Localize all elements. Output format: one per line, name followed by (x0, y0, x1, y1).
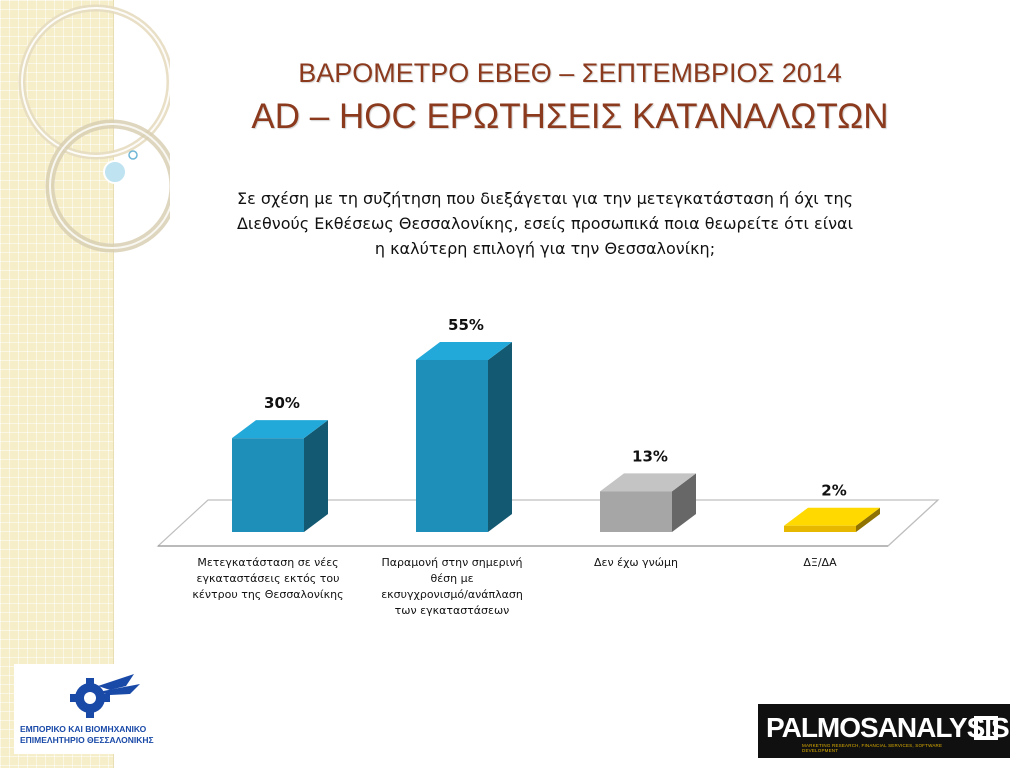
chamber-name-line: ΕΠΙΜΕΛΗΤΗΡΙΟ ΘΕΣΣΑΛΟΝΙΚΗΣ (20, 735, 154, 745)
bubble-icon (103, 160, 127, 184)
chamber-logo: ΕΜΠΟΡΙΚΟ ΚΑΙ ΒΙΟΜΗΧΑΝΙΚΟ ΕΠΙΜΕΛΗΤΗΡΙΟ ΘΕ… (14, 664, 166, 754)
bar-top-face (232, 420, 328, 439)
category-label-line: θέση με (430, 572, 474, 585)
category-label-line: εκσυγχρονισμό/ανάπλαση (381, 588, 523, 601)
chamber-emblem-icon (70, 674, 140, 718)
bar-top-face (600, 473, 696, 492)
bar-side-face (672, 473, 696, 532)
category-label: Παραμονή στην σημερινή θέση με εκσυγχρονισ… (362, 555, 542, 619)
data-label: 55% (448, 316, 484, 334)
brand-tagline: MARKETING RESEARCH, FINANCIAL SERVICES, … (802, 743, 943, 753)
category-label-line: ΔΞ/ΔΑ (803, 556, 837, 569)
category-label-line: των εγκαταστάσεων (394, 604, 510, 617)
chart-bar (600, 473, 696, 532)
slide-title: ΒΑΡΟΜΕΤΡΟ ΕΒΕΘ – ΣΕΠΤΕΜΒΡΙΟΣ 2014 (298, 58, 842, 88)
chart-bar (784, 507, 880, 532)
chart-bar (416, 342, 512, 532)
category-label-line: Παραμονή στην σημερινή (381, 556, 523, 569)
bar-front-face (232, 438, 304, 532)
category-label: Δεν έχω γνώμη (546, 555, 726, 571)
question-line: Διεθνούς Εκθέσεως Θεσσαλονίκης, εσείς πρ… (236, 214, 854, 233)
survey-question: Σε σχέση με τη συζήτηση που διεξάγεται γ… (150, 186, 940, 261)
palmos-analysis-logo: PALMOSANALYSIS MARKETING RESEARCH, FINAN… (758, 704, 1010, 758)
category-label-line: κέντρου της Θεσσαλονίκης (192, 588, 344, 601)
brand-name: PALMOSANALYSIS (766, 712, 1010, 743)
bar-top-face (416, 342, 512, 360)
brand-square-icon (974, 716, 998, 740)
category-label-line: Δεν έχω γνώμη (594, 556, 678, 569)
category-label: ΔΞ/ΔΑ (730, 555, 910, 571)
category-label: Μετεγκατάσταση σε νέες εγκαταστάσεις εκτό… (178, 555, 358, 603)
bar-front-face (416, 360, 488, 532)
decorative-circles (18, 4, 170, 253)
category-label-line: εγκαταστάσεις εκτός του (196, 572, 340, 585)
data-label: 2% (821, 482, 846, 500)
bar-side-face (488, 342, 512, 532)
chamber-name: ΕΜΠΟΡΙΚΟ ΚΑΙ ΒΙΟΜΗΧΑΝΙΚΟ ΕΠΙΜΕΛΗΤΗΡΙΟ ΘΕ… (20, 724, 168, 746)
bar-front-face (600, 491, 672, 532)
chart-bar (232, 420, 328, 532)
chart-floor-side (887, 499, 939, 547)
bar-top-face (784, 507, 880, 526)
chamber-name-line: ΕΜΠΟΡΙΚΟ ΚΑΙ ΒΙΟΜΗΧΑΝΙΚΟ (20, 724, 147, 734)
question-line: η καλύτερη επιλογή για την Θεσσαλονίκη; (374, 239, 716, 258)
data-label: 30% (264, 394, 300, 412)
bar-side-face (304, 420, 328, 532)
small-bubble-icon (128, 150, 138, 160)
question-line: Σε σχέση με τη συζήτηση που διεξάγεται γ… (237, 189, 853, 208)
bar-front-face (784, 525, 856, 532)
slide-subtitle: AD – HOC ΕΡΩΤΗΣΕΙΣ ΚΑΤΑΝΑΛΩΤΩΝ (251, 97, 889, 136)
data-label: 13% (632, 447, 668, 465)
bar-side-face (856, 507, 880, 532)
category-label-line: Μετεγκατάσταση σε νέες (197, 556, 339, 569)
